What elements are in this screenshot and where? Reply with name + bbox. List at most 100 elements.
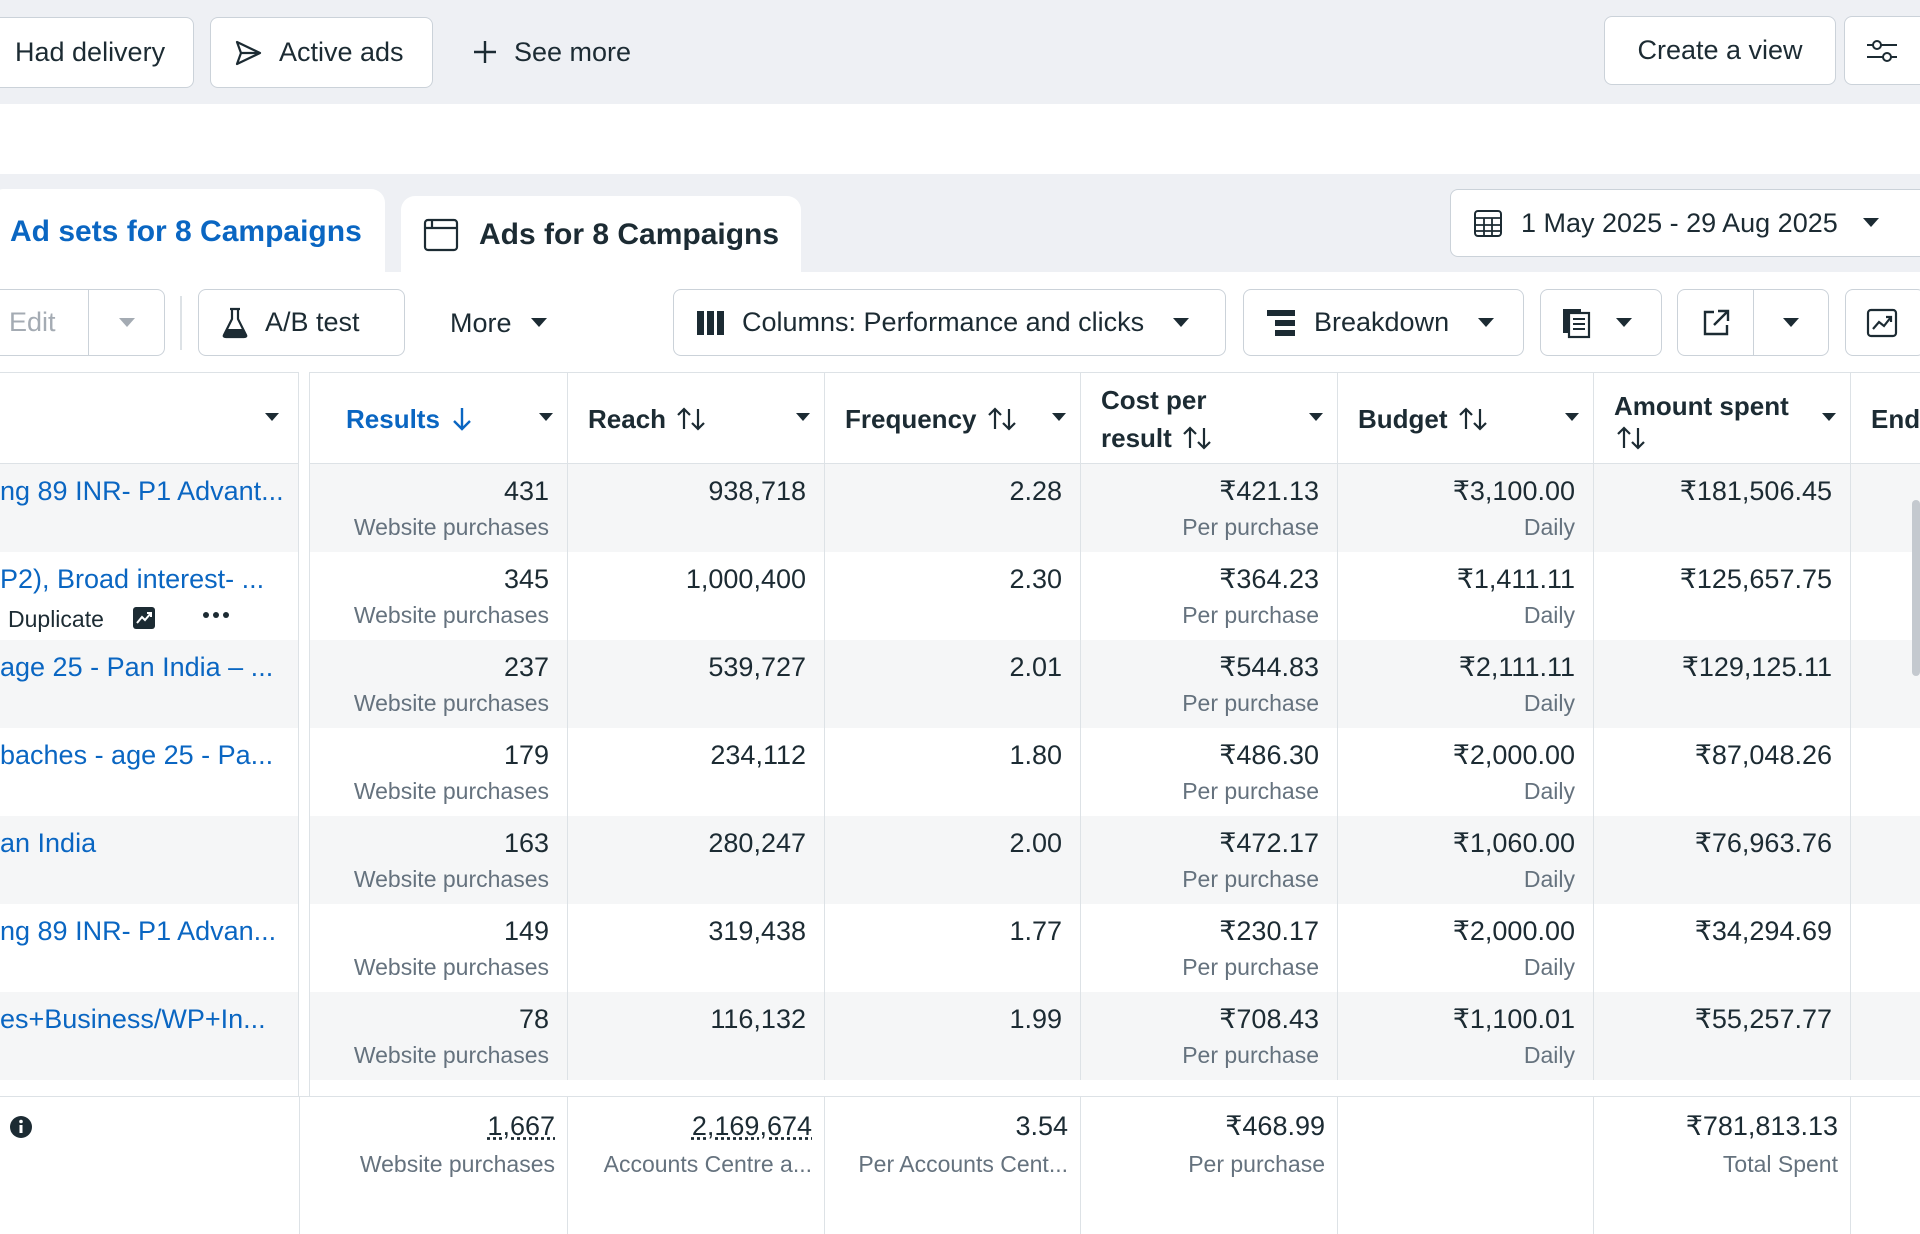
frequency-value: 1.80 bbox=[1009, 740, 1062, 770]
budget-sub-label: Daily bbox=[1523, 602, 1575, 628]
chevron-down-icon bbox=[1615, 317, 1633, 329]
results-cell: 149 Website purchases bbox=[312, 904, 568, 992]
table-row[interactable]: es+Business/WP+In... 78 Website purchases 1… bbox=[0, 992, 1920, 1080]
column-header-cost-per-result[interactable]: Cost per result bbox=[1081, 373, 1338, 465]
column-header-results[interactable]: Results bbox=[312, 373, 568, 465]
reach-value: 234,112 bbox=[710, 740, 806, 770]
table-row[interactable]: ng 89 INR- P1 Advan... 149 Website purchas… bbox=[0, 904, 1920, 992]
frequency-value: 1.77 bbox=[1009, 916, 1062, 946]
breakdown-button[interactable]: Breakdown bbox=[1243, 289, 1524, 356]
reach-cell: 539,727 bbox=[568, 640, 825, 728]
cpr-header-label-1: Cost per bbox=[1101, 385, 1207, 415]
spent-cell: ₹181,506.45 bbox=[1594, 464, 1851, 552]
cpr-value: ₹364.23 bbox=[1219, 564, 1319, 594]
column-header-name[interactable] bbox=[0, 373, 300, 465]
spent-cell: ₹34,294.69 bbox=[1594, 904, 1851, 992]
tab-ad-sets[interactable]: Ad sets for 8 Campaigns bbox=[0, 189, 385, 274]
totals-reach-value[interactable]: 2,169,674 bbox=[691, 1111, 812, 1141]
more-options-icon[interactable] bbox=[202, 610, 230, 620]
budget-value: ₹1,411.11 bbox=[1456, 564, 1575, 594]
ad-set-name-link[interactable]: es+Business/WP+In... bbox=[0, 1004, 266, 1034]
ad-set-name-cell: age 25 - Pan India – ... bbox=[0, 640, 300, 728]
cpr-value: ₹472.17 bbox=[1219, 828, 1319, 858]
column-header-frequency[interactable]: Frequency bbox=[825, 373, 1081, 465]
spent-value: ₹181,506.45 bbox=[1679, 476, 1832, 506]
totals-spent-value: ₹781,813.13 bbox=[1685, 1111, 1838, 1141]
budget-cell: ₹2,000.00 Daily bbox=[1338, 904, 1594, 992]
results-cell: 163 Website purchases bbox=[312, 816, 568, 904]
totals-results-sub: Website purchases bbox=[359, 1151, 555, 1177]
duplicate-action[interactable]: Duplicate bbox=[8, 606, 104, 632]
date-range-label: 1 May 2025 - 29 Aug 2025 bbox=[1521, 207, 1838, 238]
see-more-button[interactable]: See more bbox=[472, 24, 631, 80]
results-cell: 345 Website purchases bbox=[312, 552, 568, 640]
date-range-picker[interactable]: 1 May 2025 - 29 Aug 2025 bbox=[1450, 189, 1920, 257]
had-delivery-label: Had delivery bbox=[15, 37, 166, 67]
reports-button[interactable] bbox=[1540, 289, 1662, 356]
flask-icon bbox=[221, 307, 249, 339]
column-header-reach[interactable]: Reach bbox=[568, 373, 825, 465]
spent-value: ₹125,657.75 bbox=[1679, 564, 1832, 594]
frequency-cell: 2.30 bbox=[825, 552, 1081, 640]
ad-set-name-link[interactable]: P2), Broad interest- ... bbox=[0, 564, 265, 594]
cpr-sub-label: Per purchase bbox=[1182, 866, 1319, 892]
cpr-cell: ₹544.83 Per purchase bbox=[1081, 640, 1338, 728]
ad-set-name-link[interactable]: ng 89 INR- P1 Advan... bbox=[0, 916, 277, 946]
edit-button[interactable]: Edit bbox=[0, 289, 90, 356]
budget-cell: ₹3,100.00 Daily bbox=[1338, 464, 1594, 552]
column-header-amount-spent[interactable]: Amount spent bbox=[1594, 373, 1851, 465]
reach-cell: 938,718 bbox=[568, 464, 825, 552]
edit-dropdown-button[interactable] bbox=[88, 289, 165, 356]
table-row[interactable]: P2), Broad interest- ... Duplicate 345 Webs… bbox=[0, 552, 1920, 640]
ad-set-name-link[interactable]: age 25 - Pan India – ... bbox=[0, 652, 274, 682]
table-row[interactable]: age 25 - Pan India – ... 237 Website purch… bbox=[0, 640, 1920, 728]
create-view-button[interactable]: Create a view bbox=[1604, 16, 1836, 85]
active-ads-filter[interactable]: Active ads bbox=[210, 17, 433, 88]
frozen-column-divider bbox=[298, 372, 310, 1234]
info-icon[interactable] bbox=[9, 1115, 33, 1139]
results-value: 78 bbox=[518, 1004, 549, 1034]
create-view-label: Create a view bbox=[1637, 35, 1803, 65]
results-sub-label: Website purchases bbox=[353, 602, 549, 628]
ab-test-button[interactable]: A/B test bbox=[198, 289, 405, 356]
ends-cell bbox=[1851, 992, 1920, 1080]
chevron-down-icon bbox=[530, 317, 548, 329]
table-row[interactable]: an India 163 Website purchases 280,247 2.00 ₹… bbox=[0, 816, 1920, 904]
column-header-ends[interactable]: End bbox=[1851, 373, 1920, 465]
vertical-scrollbar[interactable] bbox=[1912, 500, 1920, 676]
tab-ads[interactable]: Ads for 8 Campaigns bbox=[401, 196, 801, 274]
frequency-value: 2.28 bbox=[1009, 476, 1062, 506]
level-tabs: Ad sets for 8 Campaigns Ads for 8 Campai… bbox=[0, 174, 1920, 274]
budget-cell: ₹2,000.00 Daily bbox=[1338, 728, 1594, 816]
export-dropdown-button[interactable] bbox=[1753, 289, 1829, 356]
filter-settings-button[interactable] bbox=[1844, 16, 1920, 85]
spent-header-label-1: Amount spent bbox=[1614, 391, 1789, 421]
sliders-icon bbox=[1865, 36, 1899, 66]
totals-cpr-sub: Per purchase bbox=[1188, 1151, 1325, 1177]
filter-bar: Had delivery Active ads See more Create … bbox=[0, 0, 1920, 104]
columns-button[interactable]: Columns: Performance and clicks bbox=[673, 289, 1226, 356]
reach-value: 319,438 bbox=[708, 916, 806, 946]
charts-button[interactable] bbox=[1845, 289, 1920, 356]
had-delivery-filter[interactable]: Had delivery bbox=[0, 17, 194, 88]
cpr-sub-label: Per purchase bbox=[1182, 690, 1319, 716]
sort-icon bbox=[1458, 406, 1488, 432]
breakdown-icon bbox=[1266, 309, 1296, 337]
more-button[interactable]: More bbox=[450, 296, 548, 350]
breakdown-label: Breakdown bbox=[1314, 307, 1450, 337]
cpr-cell: ₹486.30 Per purchase bbox=[1081, 728, 1338, 816]
totals-results: 1,667 Website purchases bbox=[312, 1097, 568, 1234]
ad-set-name-link[interactable]: an India bbox=[0, 828, 97, 858]
totals-results-value[interactable]: 1,667 bbox=[487, 1111, 555, 1141]
table-row[interactable]: baches - age 25 - Pa... 179 Website purcha… bbox=[0, 728, 1920, 816]
view-charts-icon[interactable] bbox=[132, 606, 156, 630]
ad-set-name-link[interactable]: baches - age 25 - Pa... bbox=[0, 740, 274, 770]
totals-budget bbox=[1338, 1097, 1594, 1234]
export-button[interactable] bbox=[1677, 289, 1755, 356]
table-row[interactable]: ng 89 INR- P1 Advant... 431 Website purcha… bbox=[0, 464, 1920, 552]
spent-cell: ₹55,257.77 bbox=[1594, 992, 1851, 1080]
ad-set-name-link[interactable]: ng 89 INR- P1 Advant... bbox=[0, 476, 284, 506]
column-header-budget[interactable]: Budget bbox=[1338, 373, 1594, 465]
totals-spent-sub: Total Spent bbox=[1722, 1151, 1838, 1177]
see-more-label: See more bbox=[514, 36, 632, 67]
